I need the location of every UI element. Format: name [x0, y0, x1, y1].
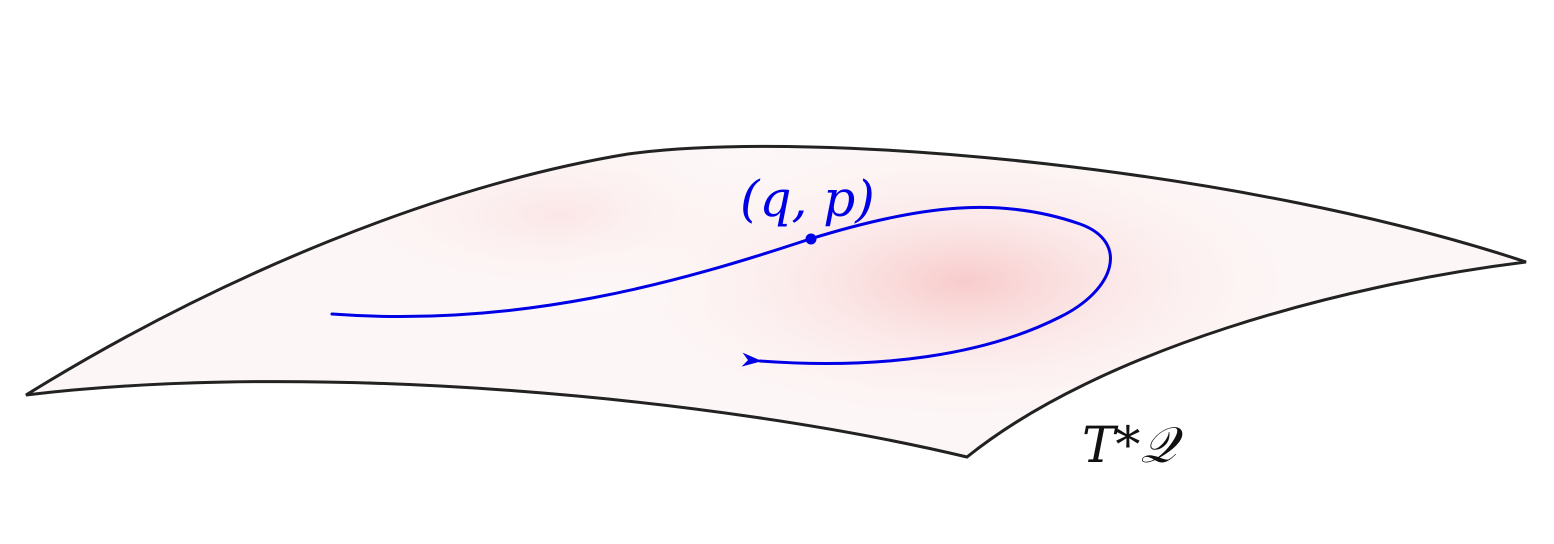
- phase-point: [805, 233, 817, 245]
- manifold-label: T*𝒬: [1082, 416, 1183, 474]
- manifold-shading-center: [26, 146, 1526, 457]
- trajectory-curve: [330, 205, 1112, 367]
- phase-point-label: (q, p): [740, 170, 875, 228]
- manifold-outline: [25, 144, 1527, 459]
